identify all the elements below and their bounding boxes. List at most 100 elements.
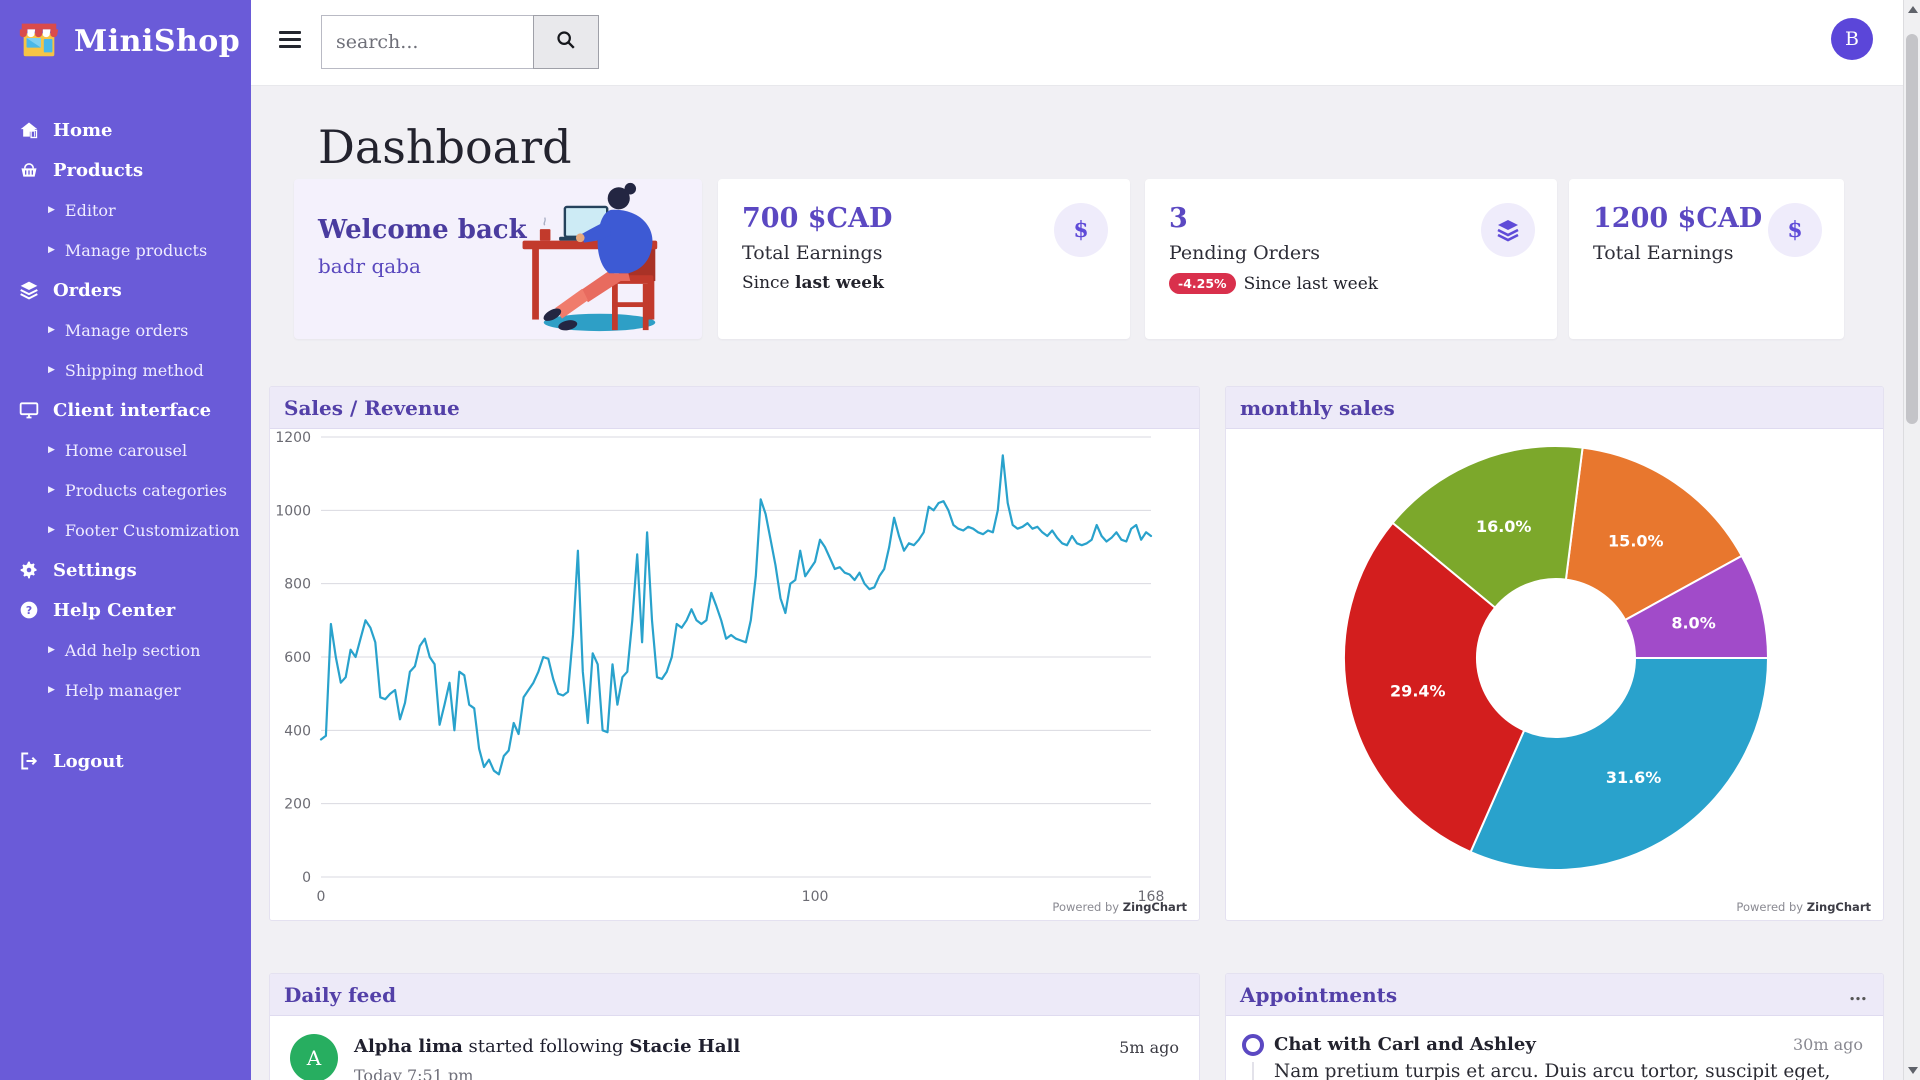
svg-text:16.0%: 16.0% <box>1476 517 1532 536</box>
brand-logo[interactable]: MiniShop <box>0 0 251 66</box>
panel-menu-button[interactable]: … <box>1849 984 1869 1005</box>
sidebar-item-shipping-method[interactable]: ▶ Shipping method <box>0 350 251 390</box>
stat-subtext: -4.25% Since last week <box>1169 273 1533 294</box>
caret-right-icon: ▶ <box>48 204 55 215</box>
line-chart: 0 200 400 600 800 1000 1200 0 100 168 Powered by … <box>270 429 1199 920</box>
panel-header: monthly sales <box>1226 387 1883 429</box>
brand-name: MiniShop <box>74 23 241 59</box>
search-button[interactable] <box>533 15 599 69</box>
welcome-card: Welcome back badr qaba <box>294 179 702 339</box>
donut-chart-svg: 15.0% 8.0% 31.6% 29.4% 16.0% <box>1343 445 1770 871</box>
scrollbar-up-arrow[interactable] <box>1908 6 1918 13</box>
user-avatar[interactable]: B <box>1831 18 1873 60</box>
gear-icon <box>18 559 40 581</box>
layers-icon <box>18 279 40 301</box>
stat-value: 3 <box>1169 203 1188 234</box>
page-scrollbar[interactable] <box>1903 0 1920 1080</box>
caret-right-icon: ▶ <box>48 684 55 695</box>
line-chart-svg: 0 200 400 600 800 1000 1200 0 100 168 <box>275 430 1164 905</box>
svg-text:29.4%: 29.4% <box>1390 682 1446 701</box>
sidebar-item-logout[interactable]: Logout <box>0 741 251 781</box>
stat-label: Total Earnings <box>1593 242 1734 264</box>
caret-right-icon: ▶ <box>48 364 55 375</box>
welcome-username: badr qaba <box>318 254 421 278</box>
sidebar-item-label: Help Center <box>53 599 176 621</box>
caret-right-icon: ▶ <box>48 244 55 255</box>
svg-text:800: 800 <box>284 577 311 593</box>
sidebar-item-products-categories[interactable]: ▶ Products categories <box>0 470 251 510</box>
monitor-icon <box>18 399 40 421</box>
sales-revenue-panel: Sales / Revenue 0 200 400 600 800 1000 1200 0 10… <box>269 386 1200 921</box>
logout-icon <box>18 750 40 772</box>
svg-text:600: 600 <box>284 650 311 666</box>
sidebar-item-home-carousel[interactable]: ▶ Home carousel <box>0 430 251 470</box>
caret-right-icon: ▶ <box>48 644 55 655</box>
basket-icon <box>18 159 40 181</box>
question-circle-icon: ? <box>18 599 40 621</box>
sidebar-item-label: Products categories <box>64 480 227 500</box>
storefront-icon <box>16 16 62 66</box>
panel-title: Appointments <box>1240 982 1398 1007</box>
svg-text:200: 200 <box>284 797 311 813</box>
svg-text:8.0%: 8.0% <box>1671 614 1715 633</box>
sidebar-item-help-manager[interactable]: ▶ Help manager <box>0 670 251 710</box>
sidebar-item-manage-orders[interactable]: ▶ Manage orders <box>0 310 251 350</box>
caret-right-icon: ▶ <box>48 484 55 495</box>
chart-attribution: Powered by ZingChart <box>1052 900 1187 914</box>
panel-header: Appointments … <box>1226 974 1883 1016</box>
scrollbar-thumb[interactable] <box>1906 34 1918 424</box>
sidebar-item-label: Help manager <box>64 680 181 700</box>
feed-avatar: A <box>290 1034 338 1080</box>
stat-label: Pending Orders <box>1169 242 1320 264</box>
donut-chart: 15.0% 8.0% 31.6% 29.4% 16.0% Powered by Zing… <box>1226 429 1883 920</box>
sidebar-item-add-help-section[interactable]: ▶ Add help section <box>0 630 251 670</box>
sidebar-item-label: Manage products <box>64 240 208 260</box>
sidebar-item-label: Footer Customization <box>64 520 240 540</box>
panel-title: Daily feed <box>284 982 397 1007</box>
scrollbar-down-arrow[interactable] <box>1908 1067 1918 1074</box>
dollar-icon: $ <box>1768 203 1822 257</box>
caret-right-icon: ▶ <box>48 524 55 535</box>
chart-attribution: Powered by ZingChart <box>1736 900 1871 914</box>
dollar-icon: $ <box>1054 203 1108 257</box>
welcome-title: Welcome back <box>318 215 527 245</box>
sidebar-item-footer-customization[interactable]: ▶ Footer Customization <box>0 510 251 550</box>
appointment-item: Chat with Carl and Ashley 30m ago Nam pr… <box>1226 1016 1883 1080</box>
daily-feed-panel: Daily feed A Alpha lima started followin… <box>269 973 1200 1080</box>
sidebar-item-orders[interactable]: Orders <box>0 270 251 310</box>
stat-card-pending-orders: 3 Pending Orders -4.25% Since last week <box>1145 179 1557 339</box>
sidebar-item-home[interactable]: Home <box>0 110 251 150</box>
sidebar-item-label: Products <box>53 159 144 181</box>
appointments-panel: Appointments … Chat with Carl and Ashley… <box>1225 973 1884 1080</box>
search-input[interactable] <box>321 15 533 69</box>
svg-text:1200: 1200 <box>275 430 311 446</box>
appointment-title: Chat with Carl and Ashley <box>1274 1034 1536 1055</box>
layers-icon <box>1481 203 1535 257</box>
stat-value: 1200 $CAD <box>1593 203 1763 234</box>
sidebar-item-label: Add help section <box>64 640 201 660</box>
svg-text:0: 0 <box>317 889 326 905</box>
stat-label: Total Earnings <box>742 242 883 264</box>
sidebar-item-editor[interactable]: ▶ Editor <box>0 190 251 230</box>
sidebar-item-settings[interactable]: Settings <box>0 550 251 590</box>
sidebar-item-label: Client interface <box>53 399 212 421</box>
sidebar-item-client-interface[interactable]: Client interface <box>0 390 251 430</box>
page-title: Dashboard <box>318 120 572 174</box>
timeline-line <box>1252 1062 1254 1080</box>
svg-text:0: 0 <box>302 870 311 886</box>
panel-title: monthly sales <box>1240 395 1395 420</box>
feed-timestamp: Today 7:51 pm <box>354 1066 474 1080</box>
hamburger-menu-icon[interactable] <box>279 31 301 52</box>
sidebar-item-label: Editor <box>64 200 116 220</box>
sidebar-item-label: Logout <box>53 750 124 772</box>
stat-card-total-earnings-2: 1200 $CAD Total Earnings $ <box>1569 179 1844 339</box>
sidebar-item-label: Settings <box>53 559 137 581</box>
sidebar-item-help-center[interactable]: ? Help Center <box>0 590 251 630</box>
sidebar-item-label: Shipping method <box>64 360 204 380</box>
sidebar-item-label: Home <box>53 119 113 141</box>
search-icon <box>555 29 577 55</box>
sidebar-item-products[interactable]: Products <box>0 150 251 190</box>
caret-right-icon: ▶ <box>48 444 55 455</box>
sidebar-item-label: Home carousel <box>64 440 188 460</box>
sidebar-item-manage-products[interactable]: ▶ Manage products <box>0 230 251 270</box>
